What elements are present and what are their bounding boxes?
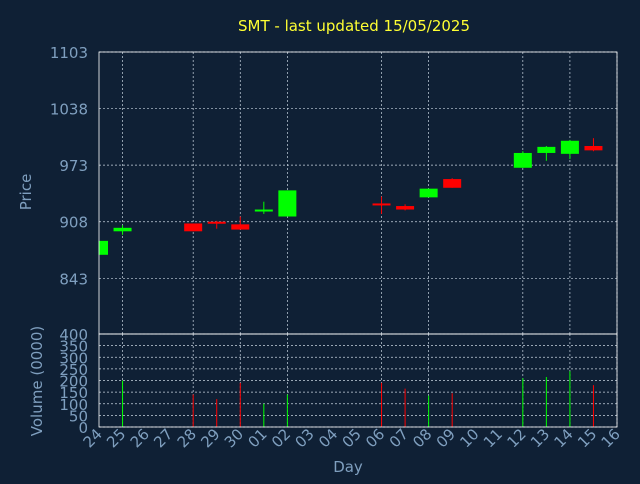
candle — [231, 216, 250, 230]
day-tick-label: 03 — [292, 425, 318, 451]
price-tick-label: 1038 — [50, 101, 88, 119]
day-tick-label: 09 — [433, 425, 459, 451]
volume-series — [122, 371, 594, 427]
chart-title: SMT - last updated 15/05/2025 — [238, 17, 470, 35]
volume-axis-label: Volume (0000) — [28, 326, 46, 436]
volume-tick-label: 150 — [59, 384, 88, 402]
day-tick-labels: 2425262728293001020304050607080910111213… — [80, 425, 624, 451]
candle — [372, 196, 391, 214]
day-tick-label: 15 — [574, 425, 600, 451]
price-axis-label: Price — [17, 174, 35, 211]
candle-body — [113, 227, 132, 232]
day-tick-label: 26 — [127, 425, 153, 451]
candle — [584, 138, 603, 152]
volume-tick-label: 100 — [59, 396, 88, 414]
day-tick-label: 13 — [527, 425, 553, 451]
price-tick-label: 843 — [59, 270, 88, 288]
price-tick-label: 908 — [59, 214, 88, 232]
price-tick-label: 1103 — [50, 44, 88, 62]
x-axis-label: Day — [333, 458, 363, 476]
day-tick-label: 06 — [362, 425, 388, 451]
day-tick-label: 12 — [503, 425, 529, 451]
day-tick-label: 10 — [456, 425, 482, 451]
candle-body — [254, 209, 273, 212]
candle-body — [537, 146, 556, 153]
candle-body — [560, 140, 579, 154]
candle-body — [584, 146, 603, 151]
candle-body — [278, 190, 297, 217]
day-tick-label: 29 — [197, 425, 223, 451]
day-tick-label: 16 — [598, 425, 624, 451]
day-tick-label: 01 — [244, 425, 270, 451]
day-tick-label: 08 — [409, 425, 435, 451]
day-tick-label: 27 — [150, 425, 176, 451]
candle-body — [419, 188, 438, 198]
candle — [443, 178, 462, 188]
volume-tick-label: 200 — [59, 373, 88, 391]
candle-body — [396, 206, 415, 210]
candle-body — [99, 240, 108, 255]
volume-tick-label: 350 — [59, 338, 88, 356]
day-tick-label: 02 — [268, 425, 294, 451]
candle-body — [207, 221, 226, 224]
candlestick-series — [98, 138, 603, 255]
volume-plot-frame — [98, 333, 618, 428]
day-tick-label: 28 — [174, 425, 200, 451]
candle-body — [184, 223, 203, 232]
candle — [113, 225, 132, 235]
candle — [207, 220, 226, 229]
day-tick-label: 14 — [551, 425, 577, 451]
price-tick-label: 973 — [59, 157, 88, 175]
day-tick-label: 25 — [103, 425, 129, 451]
price-plot-frame — [98, 51, 618, 335]
volume-tick-label: 0 — [78, 419, 88, 437]
candle — [184, 223, 203, 232]
day-tick-label: 11 — [480, 425, 506, 451]
candle — [98, 240, 108, 255]
candle-body — [231, 224, 250, 230]
candle — [278, 190, 297, 217]
volume-tick-label: 300 — [59, 349, 88, 367]
candle — [419, 188, 438, 198]
candle — [396, 204, 415, 211]
candle — [537, 146, 556, 161]
day-tick-label: 04 — [315, 425, 341, 451]
candle — [254, 201, 273, 214]
volume-tick-label: 250 — [59, 361, 88, 379]
day-tick-label: 30 — [221, 425, 247, 451]
candle-body — [372, 203, 391, 206]
candle-body — [443, 179, 462, 188]
volume-tick-label: 400 — [59, 326, 88, 344]
candle — [560, 139, 579, 160]
volume-gridlines — [99, 333, 618, 428]
day-tick-label: 07 — [386, 425, 412, 451]
day-tick-label: 05 — [339, 425, 365, 451]
price-gridlines — [99, 51, 618, 334]
price-tick-labels: 843 908 973 1038 1103 — [50, 44, 88, 288]
volume-tick-label: 50 — [69, 407, 88, 425]
candle-body — [513, 152, 532, 168]
candle — [513, 151, 532, 168]
